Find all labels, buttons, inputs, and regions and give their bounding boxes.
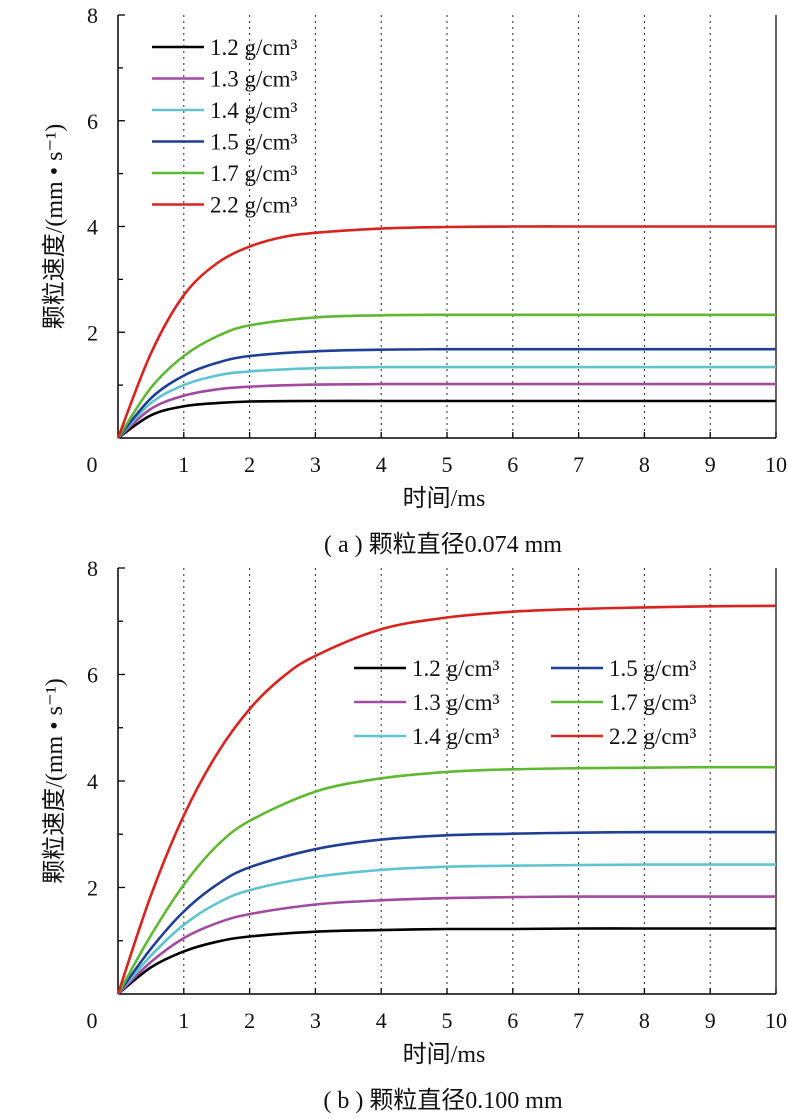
series-line: [116, 313, 776, 439]
legend-label: 1.2 g/cm³: [210, 35, 297, 60]
x-tick-label: 3: [310, 452, 321, 477]
series-line: [117, 927, 776, 996]
legend-label: 2.2 g/cm³: [609, 724, 696, 749]
x-tick-label: 3: [310, 1008, 321, 1033]
legend-label: 1.7 g/cm³: [609, 690, 696, 715]
series-line: [117, 895, 776, 995]
chart-panel-a: 0 1 2 3 4 5 6 7 8 9 10 2 4 6 8 颗粒速度/(mm • s⁻¹) 时间/ms ( a …: [41, 3, 787, 558]
x-tick-label: 7: [573, 1008, 584, 1033]
series-line: [117, 347, 776, 439]
y-tick-label: 6: [87, 109, 98, 134]
x-tick-label: 9: [705, 1008, 716, 1033]
chart-panel-b: 0 1 2 3 4 5 6 7 8 9 10 2 4 6 8 颗粒速度/(mm • s⁻¹) 时间/ms ( b …: [41, 556, 787, 1114]
x-tick-label: 2: [244, 1008, 255, 1033]
x-tick-label: 10: [765, 1008, 787, 1033]
series-line: [117, 365, 776, 439]
x-tick-label: 5: [442, 452, 453, 477]
y-tick-label: 2: [87, 876, 98, 901]
legend-label: 1.3 g/cm³: [210, 67, 297, 92]
x-tick-label: 1: [178, 1008, 189, 1033]
y-axis-title: 颗粒速度/(mm • s⁻¹): [41, 678, 68, 884]
legend-label: 1.3 g/cm³: [412, 690, 499, 715]
legend-label: 1.4 g/cm³: [412, 724, 499, 749]
x-tick-label: 6: [507, 1008, 518, 1033]
x-tick-label: 2: [244, 452, 255, 477]
x-tick-label: 9: [705, 452, 716, 477]
y-tick-label: 4: [87, 215, 98, 240]
x-tick-label: 1: [178, 452, 189, 477]
x-axis-title: 时间/ms: [403, 485, 486, 512]
y-tick-label: 4: [87, 769, 98, 794]
series-line: [116, 225, 776, 439]
panel-caption: ( b ) 颗粒直径0.100 mm: [323, 1087, 563, 1114]
series-line: [116, 604, 777, 995]
legend-label: 1.4 g/cm³: [210, 98, 297, 123]
y-tick-label: 6: [87, 663, 98, 688]
series-line: [117, 399, 776, 440]
y-tick-label: 8: [87, 556, 98, 581]
series-line: [116, 765, 777, 995]
x-tick-label: 8: [639, 452, 650, 477]
x-tick-label: 4: [376, 452, 387, 477]
x-tick-label: 5: [442, 1008, 453, 1033]
y-tick-label: 2: [87, 320, 98, 345]
legend-label: 1.2 g/cm³: [412, 656, 499, 681]
legend-label: 1.5 g/cm³: [609, 656, 696, 681]
x-tick-label: 0: [87, 1008, 98, 1033]
x-tick-label: 0: [87, 452, 98, 477]
legend-label: 1.5 g/cm³: [210, 130, 297, 155]
series-line: [117, 863, 776, 995]
legend-label: 2.2 g/cm³: [210, 193, 297, 218]
x-tick-label: 7: [573, 452, 584, 477]
x-axis-title: 时间/ms: [403, 1041, 486, 1068]
x-tick-label: 4: [376, 1008, 387, 1033]
x-tick-label: 6: [507, 452, 518, 477]
y-tick-label: 8: [87, 3, 98, 28]
panel-caption: ( a ) 颗粒直径0.074 mm: [324, 531, 562, 558]
series-line: [117, 382, 776, 439]
x-tick-label: 8: [639, 1008, 650, 1033]
x-tick-label: 10: [765, 452, 787, 477]
series-line: [116, 830, 777, 995]
y-axis-title: 颗粒速度/(mm • s⁻¹): [41, 124, 68, 330]
legend-label: 1.7 g/cm³: [210, 161, 297, 186]
